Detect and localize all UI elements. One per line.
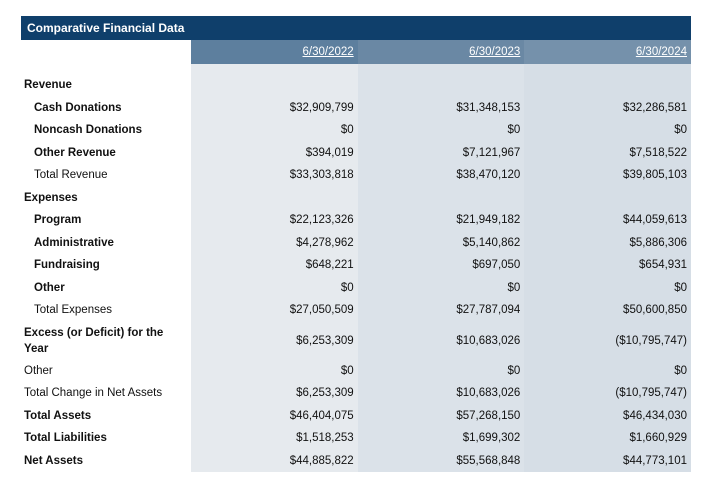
value-2022: $394,019 (191, 141, 358, 164)
value-2022: $32,909,799 (191, 96, 358, 119)
value-2024: $44,059,613 (524, 209, 691, 232)
row-label: Total Change in Net Assets (24, 387, 163, 400)
table-row: Other $0 $0 $0 (21, 359, 691, 382)
value-2022: $27,050,509 (191, 299, 358, 322)
row-label: Total Revenue (34, 169, 108, 182)
total-row: Total Revenue $33,303,818 $38,470,120 $3… (21, 164, 691, 187)
value-2022: $0 (191, 119, 358, 142)
table-row: Total Liabilities $1,518,253 $1,699,302 … (21, 427, 691, 450)
value-2023: $21,949,182 (357, 209, 525, 232)
value-2023: $10,683,026 (357, 382, 525, 405)
value-2022: $648,221 (191, 254, 358, 277)
value-2023: $55,568,848 (357, 449, 525, 472)
table-row: Net Assets $44,885,822 $55,568,848 $44,7… (21, 449, 691, 472)
value-2023: $38,470,120 (357, 164, 525, 187)
value-2024: $1,660,929 (524, 427, 691, 450)
value-2022: $22,123,326 (191, 209, 358, 232)
header-blank (21, 40, 191, 64)
value-2024: $44,773,101 (524, 449, 691, 472)
row-label: Total Assets (24, 409, 92, 422)
table-row: Fundraising $648,221 $697,050 $654,931 (21, 254, 691, 277)
value-2023: $31,348,153 (357, 96, 525, 119)
table-title: Comparative Financial Data (21, 16, 691, 40)
value-2022: $6,253,309 (191, 321, 358, 360)
value-2024: $32,286,581 (524, 96, 691, 119)
value-2022: $0 (191, 276, 358, 299)
row-label: Cash Donations (34, 101, 122, 114)
year-header-2022: 6/30/2022 (191, 40, 358, 64)
value-2024: $654,931 (524, 254, 691, 277)
row-label: Net Assets (24, 454, 84, 467)
total-row: Total Expenses $27,050,509 $27,787,094 $… (21, 299, 691, 322)
value-2023: $0 (357, 359, 525, 382)
table-row: Total Assets $46,404,075 $57,268,150 $46… (21, 404, 691, 427)
value-2022: $46,404,075 (191, 404, 358, 427)
section-row-expenses: Expenses (21, 186, 691, 209)
value-2024: ($10,795,747) (524, 382, 691, 405)
value-2024: $50,600,850 (524, 299, 691, 322)
table-row: Excess (or Deficit) for the Year $6,253,… (21, 321, 691, 360)
value-2023: $57,268,150 (357, 404, 525, 427)
section-row-revenue: Revenue (21, 74, 691, 97)
row-label: Total Liabilities (24, 432, 107, 445)
table-row: Other Revenue $394,019 $7,121,967 $7,518… (21, 141, 691, 164)
row-label: Administrative (34, 236, 114, 249)
value-2024: $46,434,030 (524, 404, 691, 427)
value-2024: $7,518,522 (524, 141, 691, 164)
value-2024: ($10,795,747) (524, 321, 691, 360)
value-2022: $4,278,962 (191, 231, 358, 254)
row-label: Noncash Donations (34, 124, 142, 137)
value-2024: $5,886,306 (524, 231, 691, 254)
value-2024: $0 (524, 359, 691, 382)
year-header-2024: 6/30/2024 (524, 40, 691, 64)
value-2022: $1,518,253 (191, 427, 358, 450)
row-label: Total Expenses (34, 304, 112, 317)
value-2023: $10,683,026 (357, 321, 525, 360)
value-2023: $27,787,094 (357, 299, 525, 322)
row-label: Revenue (24, 79, 72, 92)
table-row: Noncash Donations $0 $0 $0 (21, 119, 691, 142)
financial-table: 6/30/2022 6/30/2023 6/30/2024 Revenue Ca… (21, 40, 691, 472)
row-label: Program (34, 214, 82, 227)
value-2022: $33,303,818 (191, 164, 358, 187)
value-2023: $0 (357, 276, 525, 299)
value-2024: $0 (524, 119, 691, 142)
year-header-row: 6/30/2022 6/30/2023 6/30/2024 (21, 40, 691, 64)
value-2023: $1,699,302 (357, 427, 525, 450)
year-header-2023: 6/30/2023 (357, 40, 525, 64)
row-label: Other (24, 364, 53, 377)
table-row: Administrative $4,278,962 $5,140,862 $5,… (21, 231, 691, 254)
value-2023: $697,050 (357, 254, 525, 277)
row-label: Expenses (24, 191, 78, 204)
financial-table-container: Comparative Financial Data 6/30/2022 6/3… (21, 16, 691, 472)
row-label: Fundraising (34, 259, 100, 272)
value-2023: $0 (357, 119, 525, 142)
value-2024: $39,805,103 (524, 164, 691, 187)
table-row: Total Change in Net Assets $6,253,309 $1… (21, 382, 691, 405)
table-row: Other $0 $0 $0 (21, 276, 691, 299)
table-row: Program $22,123,326 $21,949,182 $44,059,… (21, 209, 691, 232)
value-2024: $0 (524, 276, 691, 299)
value-2023: $7,121,967 (357, 141, 525, 164)
value-2023: $5,140,862 (357, 231, 525, 254)
row-label: Other (34, 281, 65, 294)
row-label: Other Revenue (34, 146, 116, 159)
table-row: Cash Donations $32,909,799 $31,348,153 $… (21, 96, 691, 119)
value-2022: $0 (191, 359, 358, 382)
value-2022: $44,885,822 (191, 449, 358, 472)
row-label: Excess (or Deficit) for the Year (24, 326, 164, 355)
value-2022: $6,253,309 (191, 382, 358, 405)
